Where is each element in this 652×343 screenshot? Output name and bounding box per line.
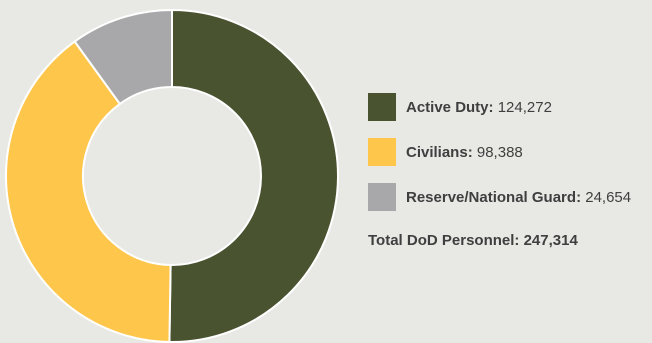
legend-swatch-civilians <box>368 138 396 166</box>
legend-label-reserve: Reserve/National Guard <box>406 188 577 206</box>
legend-value-active-duty: 124,272 <box>497 98 552 116</box>
legend-swatch-active-duty <box>368 93 396 121</box>
legend-item-civilians: Civilians: 98,388 <box>368 137 631 167</box>
legend: Active Duty: 124,272 Civilians: 98,388 R… <box>368 92 631 227</box>
donut-slice-reserve <box>73 8 173 106</box>
total-value: 247,314 <box>523 232 578 249</box>
donut-slice-active-duty <box>168 8 339 343</box>
legend-value-reserve: 24,654 <box>585 188 632 206</box>
legend-label-civilians: Civilians <box>406 143 468 161</box>
legend-value-civilians: 98,388 <box>476 143 523 161</box>
total-label: Total DoD Personnel: <box>368 232 520 249</box>
legend-label-active-duty: Active Duty <box>406 98 489 116</box>
legend-item-active-duty: Active Duty: 124,272 <box>368 92 631 122</box>
legend-item-reserve: Reserve/National Guard: 24,654 <box>368 182 631 212</box>
total-personnel: Total DoD Personnel: 247,314 <box>368 232 578 249</box>
legend-swatch-reserve <box>368 183 396 211</box>
donut-slice-civilians <box>5 40 172 343</box>
donut-chart <box>5 8 339 343</box>
